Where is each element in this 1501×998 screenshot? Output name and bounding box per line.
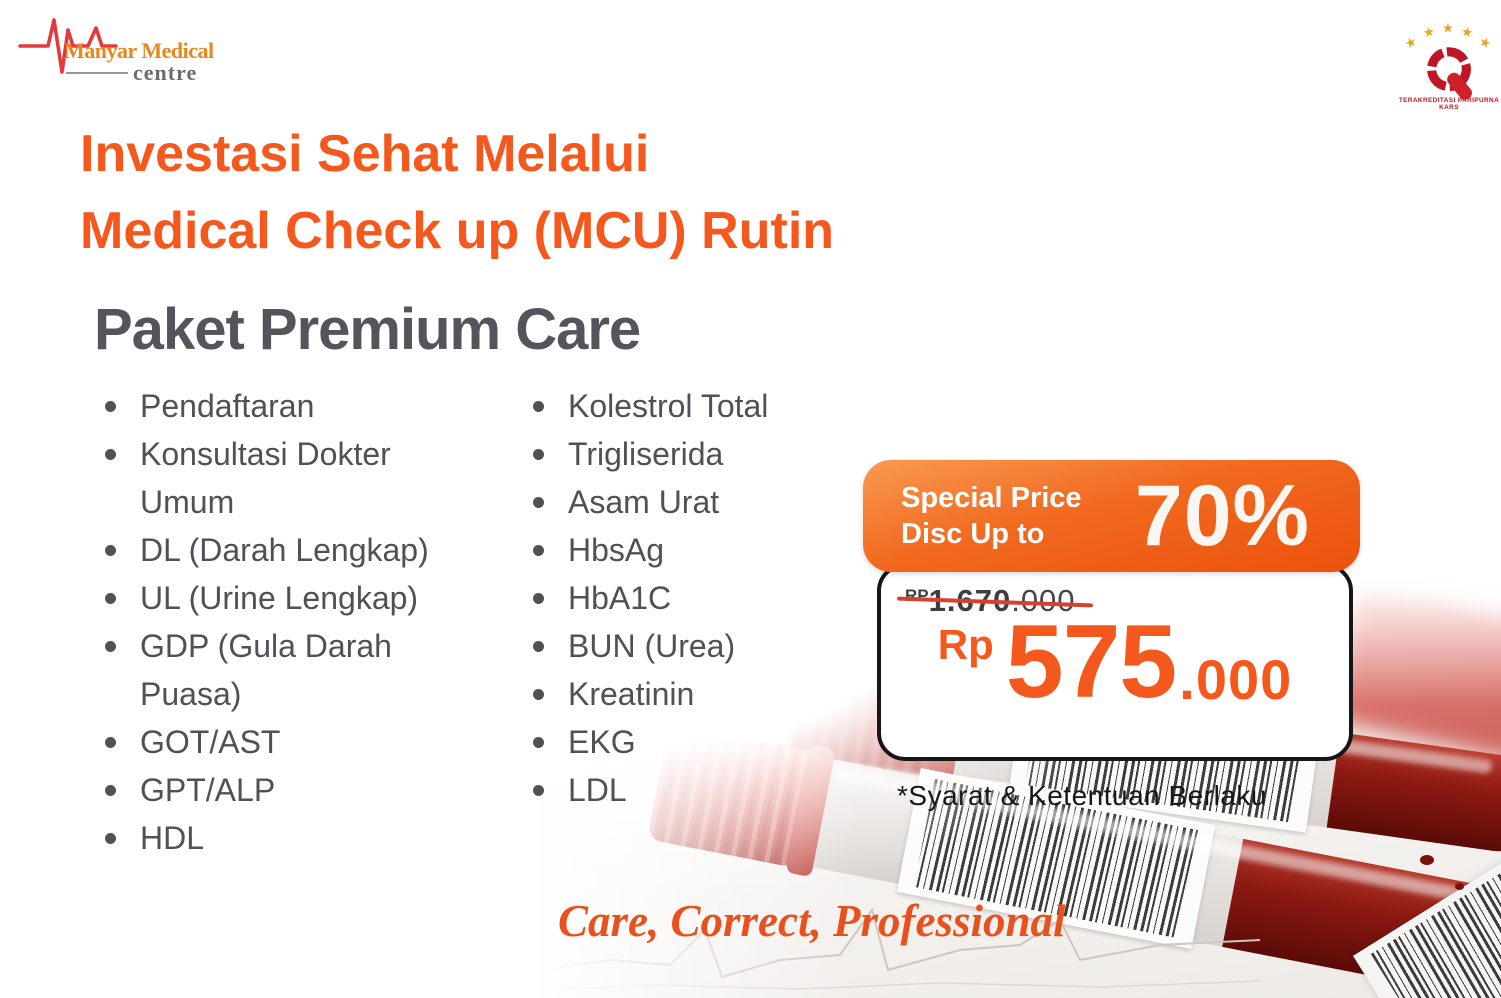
heartbeat-ecg-icon [18, 18, 118, 74]
list-item-label: Kolestrol Total [568, 388, 769, 424]
list-item: UL (Urine Lengkap) [103, 574, 533, 622]
new-price: Rp 575 .000 [881, 604, 1349, 720]
list-item-label: Asam Urat [568, 484, 720, 520]
accreditation-badge: ★ ★ ★ ★ ★ TERAKREDITASI PARIPURNA KARS [1399, 21, 1499, 110]
list-item-label: Konsultasi Dokter Umum [140, 436, 391, 520]
bullet-icon [533, 497, 544, 508]
bullet-icon [533, 593, 544, 604]
list-item-label: Pendaftaran [140, 388, 315, 424]
old-price-currency: RP [905, 586, 929, 605]
tagline: Care, Correct, Professional [558, 896, 1066, 946]
list-item: Kreatinin [531, 670, 871, 718]
package-items-left: Pendaftaran Konsultasi Dokter Umum DL (D… [103, 382, 533, 862]
star-icon: ★ [1460, 25, 1474, 42]
kars-q-icon [1427, 47, 1473, 100]
bullet-icon [533, 401, 544, 412]
discount-line1: Special Price [901, 482, 1082, 514]
list-item: GDP (Gula Darah Puasa) [103, 622, 533, 718]
new-price-currency: Rp [937, 621, 994, 668]
bullet-icon [105, 785, 116, 796]
star-icon: ★ [1442, 21, 1454, 36]
list-item-label: LDL [568, 772, 627, 808]
list-item-label: Kreatinin [568, 676, 695, 712]
package-items-right: Kolestrol Total Trigliserida Asam Urat H… [531, 382, 871, 814]
list-item: Pendaftaran [103, 382, 533, 430]
list-item: Kolestrol Total [531, 382, 871, 430]
brand-divider-line [66, 72, 128, 74]
list-item: GPT/ALP [103, 766, 533, 814]
blood-drop [1420, 855, 1434, 865]
bullet-icon [105, 641, 116, 652]
bullet-icon [105, 593, 116, 604]
blood-drop [1455, 883, 1464, 890]
bullet-icon [533, 737, 544, 748]
star-icon: ★ [1403, 34, 1420, 52]
bullet-icon [533, 689, 544, 700]
bullet-icon [533, 785, 544, 796]
page-title-line2: Medical Check up (MCU) Rutin [80, 202, 835, 260]
list-item-label: GDP (Gula Darah Puasa) [140, 628, 392, 712]
list-item: HbA1C [531, 574, 871, 622]
list-item-label: UL (Urine Lengkap) [140, 580, 419, 616]
bullet-icon [105, 401, 116, 412]
list-item: Trigliserida [531, 430, 871, 478]
price-card: RP1.670.000 Rp 575 .000 [877, 563, 1353, 761]
terms-note: *Syarat & Ketentuan Berlaku [897, 780, 1267, 811]
old-price: RP1.670.000 [896, 583, 1094, 619]
brand-subname: centre [133, 60, 198, 85]
brand-name: Manyar Medical [64, 38, 214, 63]
list-item: LDL [531, 766, 871, 814]
bullet-icon [105, 737, 116, 748]
list-item: Asam Urat [531, 478, 871, 526]
list-item: Konsultasi Dokter Umum [103, 430, 533, 526]
list-item-label: HbA1C [568, 580, 672, 616]
discount-badge: Special Price Disc Up to 70% [863, 460, 1360, 572]
discount-percent: 70% [1134, 467, 1310, 564]
page-title: Investasi Sehat Melalui Medical Check up… [80, 116, 834, 270]
new-price-value: 575 [1005, 604, 1178, 720]
list-item: HbsAg [531, 526, 871, 574]
bullet-icon [533, 641, 544, 652]
list-item-label: DL (Darah Lengkap) [140, 532, 429, 568]
discount-line2: Disc Up to [901, 518, 1045, 550]
accreditation-org: KARS [1439, 104, 1459, 110]
list-item: HDL [103, 814, 533, 862]
bullet-icon [105, 833, 116, 844]
discount-badge-text: Special Price Disc Up to [901, 480, 1082, 552]
page-title-line1: Investasi Sehat Melalui [80, 125, 650, 183]
star-icon: ★ [1422, 25, 1436, 42]
package-title: Paket Premium Care [94, 297, 641, 362]
list-item: EKG [531, 718, 871, 766]
list-item-label: Trigliserida [568, 436, 724, 472]
list-item-label: HDL [140, 820, 205, 856]
list-item-label: HbsAg [568, 532, 665, 568]
list-item-label: EKG [568, 724, 636, 760]
list-item-label: GPT/ALP [140, 772, 276, 808]
bullet-icon [105, 449, 116, 460]
list-item-label: BUN (Urea) [568, 628, 736, 664]
list-item: DL (Darah Lengkap) [103, 526, 533, 574]
bullet-icon [105, 545, 116, 556]
bullet-icon [533, 545, 544, 556]
accreditation-text: TERAKREDITASI PARIPURNA [1399, 97, 1499, 104]
list-item: BUN (Urea) [531, 622, 871, 670]
bullet-icon [533, 449, 544, 460]
list-item-label: GOT/AST [140, 724, 281, 760]
brand-subname-row: centre [66, 60, 197, 86]
new-price-thousands: .000 [1179, 648, 1293, 712]
list-item: GOT/AST [103, 718, 533, 766]
star-icon: ★ [1477, 34, 1494, 52]
